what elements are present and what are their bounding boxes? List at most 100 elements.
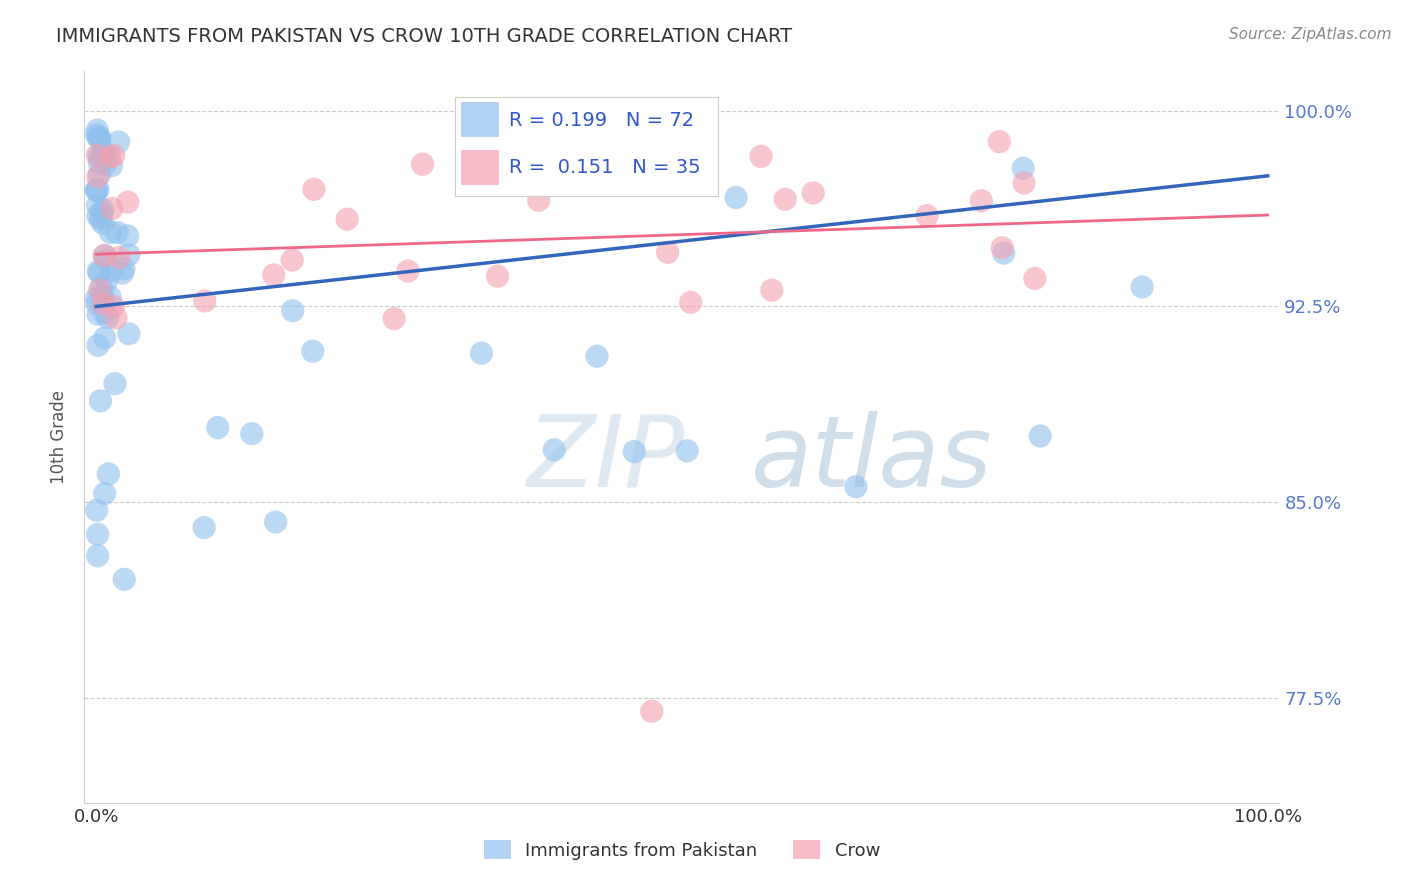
Point: [86, 123, 108, 137]
FancyBboxPatch shape: [461, 150, 499, 185]
Point: [97, 467, 120, 481]
Point: [93, 486, 115, 500]
Point: [91, 148, 114, 162]
Point: [97, 310, 120, 325]
Point: [89, 283, 111, 297]
Point: [87, 149, 110, 163]
Point: [91, 291, 114, 305]
Point: [89, 132, 111, 146]
Text: atlas: atlas: [751, 410, 993, 508]
Point: [91, 297, 114, 311]
Point: [91, 202, 114, 217]
Point: [657, 245, 679, 260]
Point: [117, 195, 139, 210]
Point: [586, 349, 609, 363]
Point: [725, 190, 748, 204]
Point: [101, 202, 124, 216]
Point: [915, 209, 938, 223]
Point: [193, 520, 215, 534]
Point: [93, 331, 115, 345]
Point: [801, 186, 824, 200]
Point: [87, 264, 110, 278]
Point: [486, 269, 509, 284]
Point: [86, 198, 108, 212]
Point: [679, 295, 702, 310]
Point: [336, 212, 359, 227]
Point: [470, 346, 492, 360]
Point: [93, 249, 115, 263]
Point: [1130, 280, 1153, 294]
Point: [87, 130, 110, 145]
Point: [93, 145, 115, 160]
Point: [1012, 161, 1035, 176]
FancyBboxPatch shape: [456, 97, 718, 195]
Point: [118, 248, 141, 262]
Point: [281, 303, 304, 318]
Point: [105, 226, 128, 240]
Point: [101, 263, 124, 277]
Point: [89, 155, 111, 169]
Point: [94, 248, 117, 262]
Point: [100, 226, 122, 240]
Point: [90, 206, 112, 220]
Point: [301, 344, 323, 359]
Point: [87, 338, 110, 352]
Point: [90, 288, 112, 302]
Point: [104, 376, 127, 391]
Point: [86, 128, 108, 142]
Point: [96, 253, 118, 268]
Point: [90, 279, 112, 293]
Point: [86, 297, 108, 311]
Text: Source: ZipAtlas.com: Source: ZipAtlas.com: [1229, 27, 1392, 42]
Point: [263, 268, 285, 282]
Point: [111, 266, 134, 280]
Point: [104, 310, 127, 325]
Point: [86, 549, 108, 563]
Point: [396, 264, 419, 278]
Point: [86, 527, 108, 541]
Point: [89, 211, 111, 226]
Point: [94, 157, 117, 171]
Point: [89, 266, 111, 280]
Point: [87, 307, 110, 321]
Point: [240, 426, 263, 441]
Point: [1012, 176, 1035, 190]
Point: [773, 192, 796, 206]
Point: [112, 572, 135, 586]
Point: [623, 444, 645, 458]
Point: [91, 216, 114, 230]
Point: [991, 241, 1014, 255]
Point: [87, 169, 110, 184]
Text: IMMIGRANTS FROM PAKISTAN VS CROW 10TH GRADE CORRELATION CHART: IMMIGRANTS FROM PAKISTAN VS CROW 10TH GR…: [56, 27, 793, 45]
Point: [382, 311, 405, 326]
Point: [302, 182, 325, 196]
Text: R = 0.199   N = 72: R = 0.199 N = 72: [509, 111, 693, 130]
Point: [543, 442, 565, 457]
Point: [1024, 271, 1046, 285]
Point: [412, 157, 434, 171]
Point: [264, 515, 287, 529]
Point: [749, 149, 772, 163]
Point: [761, 283, 783, 297]
Point: [87, 209, 110, 223]
Point: [89, 130, 111, 145]
Point: [86, 184, 108, 198]
FancyBboxPatch shape: [461, 102, 499, 137]
Point: [86, 291, 108, 305]
Point: [87, 183, 110, 197]
Point: [93, 148, 115, 162]
Point: [96, 275, 118, 289]
Point: [527, 194, 550, 208]
Point: [89, 393, 111, 408]
Text: ZIP: ZIP: [527, 410, 685, 508]
Point: [89, 167, 111, 181]
Point: [118, 326, 141, 341]
Point: [107, 135, 129, 149]
Text: R =  0.151   N = 35: R = 0.151 N = 35: [509, 158, 700, 177]
Point: [86, 183, 108, 197]
Legend: Immigrants from Pakistan, Crow: Immigrants from Pakistan, Crow: [477, 833, 887, 867]
Point: [194, 293, 217, 308]
Point: [93, 306, 115, 320]
Point: [112, 261, 135, 276]
Point: [98, 150, 121, 164]
